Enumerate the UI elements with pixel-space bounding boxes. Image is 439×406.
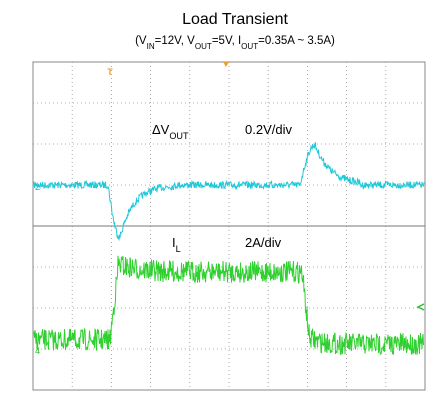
subscript: IN	[147, 42, 155, 51]
current-label: IL	[172, 235, 181, 254]
voltage-label: ΔVOUT	[152, 122, 189, 141]
text-run: (V	[135, 35, 147, 47]
subscript: OUT	[195, 42, 212, 51]
title: Load Transient	[182, 11, 288, 28]
offset-arrow	[416, 303, 425, 311]
subscript: L	[176, 244, 181, 254]
subtitle: (VIN=12V, VOUT=5V, IOUT=0.35A ~ 3.5A)	[135, 35, 335, 51]
channel2-marker: 2	[35, 182, 40, 192]
trigger-marker: T	[107, 67, 113, 77]
current-trace	[33, 255, 425, 356]
subscript: OUT	[169, 131, 189, 141]
waveforms	[33, 141, 425, 356]
voltage-trace	[33, 141, 425, 242]
text-run: ΔV	[152, 122, 170, 137]
text-run: =0.35A ~ 3.5A)	[258, 35, 335, 47]
text-run: I	[172, 235, 176, 250]
channel4-marker: 4	[35, 346, 40, 356]
text-run: =5V, I	[212, 35, 241, 47]
text-run: =12V, V	[155, 35, 196, 47]
voltage-scale: 0.2V/div	[245, 122, 292, 137]
subscript: OUT	[241, 42, 258, 51]
trigger-position	[223, 62, 229, 67]
current-scale: 2A/div	[245, 235, 282, 250]
